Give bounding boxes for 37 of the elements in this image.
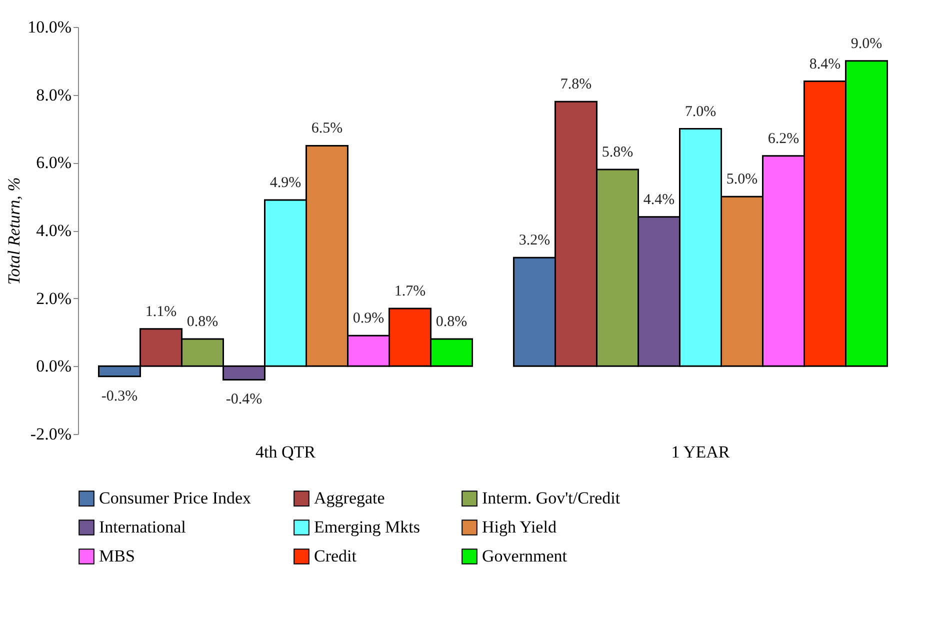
legend-label: Consumer Price Index bbox=[99, 488, 252, 508]
y-tick-label: 0.0% bbox=[36, 356, 72, 376]
data-label: 7.8% bbox=[560, 76, 592, 93]
data-label: 9.0% bbox=[850, 36, 882, 52]
legend-label: International bbox=[99, 518, 186, 536]
y-tick-label: 4.0% bbox=[36, 221, 72, 240]
data-label: 0.8% bbox=[186, 314, 218, 330]
data-label: 4.9% bbox=[270, 174, 302, 191]
data-label: 5.8% bbox=[602, 144, 634, 160]
data-label: -0.4% bbox=[226, 392, 262, 408]
x-tick-label: 4th QTR bbox=[256, 442, 316, 462]
y-tick-label: 10.0% bbox=[28, 18, 72, 36]
data-label: 0.9% bbox=[352, 310, 384, 327]
legend-label: MBS bbox=[99, 546, 135, 566]
data-label: 6.2% bbox=[768, 130, 800, 147]
data-label: 8.4% bbox=[809, 56, 841, 72]
data-label: 0.8% bbox=[436, 314, 468, 330]
data-label: 1.7% bbox=[394, 284, 426, 300]
data-label: 7.0% bbox=[684, 104, 716, 120]
x-tick-label: 1 YEAR bbox=[671, 442, 730, 462]
data-label: 4.4% bbox=[643, 192, 675, 208]
y-tick-label: -2.0% bbox=[30, 424, 72, 444]
legend-label: Aggregate bbox=[314, 488, 385, 508]
y-axis-title: Total Return, % bbox=[4, 177, 24, 285]
legend-label: Credit bbox=[314, 546, 357, 566]
data-label: 5.0% bbox=[726, 172, 758, 188]
y-tick-label: 2.0% bbox=[36, 288, 72, 308]
data-label: 6.5% bbox=[311, 120, 343, 137]
legend-label: High Yield bbox=[482, 518, 557, 536]
data-label: 1.1% bbox=[145, 304, 177, 320]
y-tick-label: 8.0% bbox=[36, 85, 72, 104]
legend-label: Government bbox=[482, 546, 568, 566]
legend-label: Interm. Gov't/Credit bbox=[482, 488, 620, 508]
data-label: 3.2% bbox=[518, 232, 550, 249]
legend-label: Emerging Mkts bbox=[314, 518, 420, 536]
data-label: -0.3% bbox=[101, 388, 138, 404]
y-tick-label: 6.0% bbox=[36, 153, 72, 172]
